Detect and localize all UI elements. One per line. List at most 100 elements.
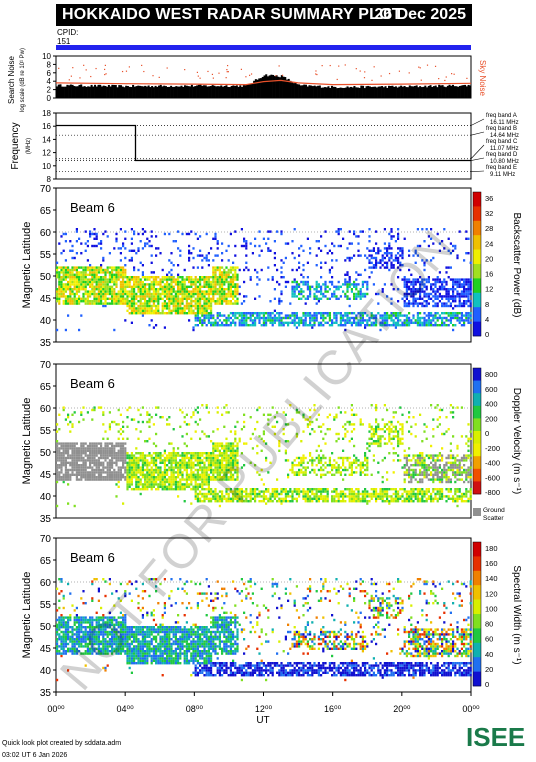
scatter-cell — [109, 271, 111, 273]
scatter-cell — [78, 300, 80, 302]
scatter-cell — [188, 452, 190, 454]
scatter-cell — [331, 283, 333, 285]
scatter-cell — [151, 454, 153, 456]
scatter-cell — [186, 478, 188, 480]
scatter-cell — [344, 295, 346, 297]
scatter-cell — [214, 278, 216, 280]
scatter-cell — [140, 452, 142, 454]
scatter-cell — [291, 269, 293, 271]
scatter-cell — [234, 295, 236, 297]
scatter-cell — [104, 293, 106, 295]
frequency-tick-label: 16 — [42, 122, 51, 131]
scatter-cell — [203, 305, 205, 307]
scatter-cell — [201, 404, 203, 406]
scatter-cell — [60, 295, 62, 297]
scatter-cell — [60, 271, 62, 273]
scatter-cell — [140, 481, 142, 483]
scatter-cell — [375, 257, 377, 259]
scatter-cell — [318, 500, 320, 502]
scatter-cell — [78, 298, 80, 300]
scatter-cell — [305, 495, 307, 497]
scatter-cell — [441, 288, 443, 290]
scatter-cell — [217, 447, 219, 449]
scatter-cell — [463, 290, 465, 292]
scatter-cell — [142, 488, 144, 490]
scatter-cell — [448, 300, 450, 302]
scatter-cell — [78, 450, 80, 452]
scatter-cell — [91, 442, 93, 444]
scatter-cell — [80, 283, 82, 285]
scatter-cell — [67, 483, 69, 485]
scatter-cell — [140, 414, 142, 416]
scatter-cell — [278, 319, 280, 321]
scatter-cell — [267, 312, 269, 314]
noise-bar — [359, 88, 361, 98]
scatter-cell — [434, 324, 436, 326]
scatter-cell — [60, 466, 62, 468]
scatter-cell — [203, 298, 205, 300]
scatter-cell — [124, 476, 126, 478]
scatter-cell — [82, 300, 84, 302]
scatter-cell — [85, 230, 87, 232]
scatter-cell — [318, 322, 320, 324]
scatter-cell — [452, 314, 454, 316]
scatter-cell — [217, 290, 219, 292]
scatter-cell — [96, 469, 98, 471]
scatter-cell — [85, 250, 87, 252]
scatter-cell — [320, 459, 322, 461]
scatter-cell — [320, 298, 322, 300]
scatter-cell — [69, 447, 71, 449]
scatter-cell — [344, 423, 346, 425]
scatter-cell — [177, 483, 179, 485]
scatter-cell — [272, 278, 274, 280]
scatter-cell — [201, 259, 203, 261]
scatter-cell — [142, 421, 144, 423]
scatter-cell — [245, 245, 247, 247]
scatter-cell — [166, 298, 168, 300]
scatter-cell — [80, 459, 82, 461]
sky-noise-point — [418, 67, 419, 68]
noise-bar — [232, 85, 234, 98]
scatter-cell — [355, 295, 357, 297]
scatter-cell — [102, 452, 104, 454]
scatter-cell — [448, 276, 450, 278]
scatter-cell — [439, 314, 441, 316]
scatter-cell — [175, 483, 177, 485]
scatter-cell — [71, 300, 73, 302]
scatter-cell — [111, 450, 113, 452]
colorbar-tick-label: 24 — [485, 239, 493, 248]
scatter-cell — [155, 469, 157, 471]
scatter-cell — [267, 278, 269, 280]
scatter-cell — [100, 450, 102, 452]
scatter-cell — [302, 322, 304, 324]
scatter-cell — [195, 478, 197, 480]
scatter-cell — [85, 266, 87, 268]
scatter-cell — [300, 288, 302, 290]
noise-bar — [125, 86, 127, 98]
sky-noise-point — [399, 71, 400, 72]
scatter-cell — [217, 445, 219, 447]
scatter-cell — [274, 314, 276, 316]
scatter-cell — [135, 476, 137, 478]
scatter-cell — [74, 450, 76, 452]
sky-noise-point — [330, 65, 331, 66]
scatter-cell — [305, 312, 307, 314]
scatter-cell — [137, 466, 139, 468]
scatter-cell — [331, 466, 333, 468]
scatter-cell — [144, 305, 146, 307]
scatter-cell — [197, 300, 199, 302]
noise-bar — [68, 85, 70, 98]
scatter-cell — [162, 307, 164, 309]
scatter-cell — [239, 293, 241, 295]
scatter-cell — [254, 324, 256, 326]
scatter-cell — [467, 319, 469, 321]
scatter-cell — [175, 310, 177, 312]
scatter-cell — [96, 288, 98, 290]
scatter-cell — [338, 281, 340, 283]
scatter-cell — [461, 324, 463, 326]
scatter-cell — [230, 442, 232, 444]
scatter-cell — [87, 302, 89, 304]
noise-bar — [412, 86, 414, 98]
scatter-cell — [113, 290, 115, 292]
scatter-cell — [151, 486, 153, 488]
